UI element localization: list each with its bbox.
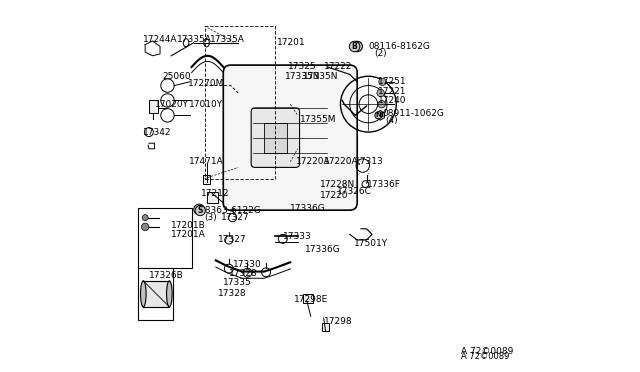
Text: 17330: 17330 (232, 260, 261, 269)
Text: 25060: 25060 (162, 72, 191, 81)
Text: N: N (378, 112, 383, 118)
Text: 17335A: 17335A (177, 35, 212, 44)
Text: 17501Y: 17501Y (353, 239, 388, 248)
Ellipse shape (141, 281, 146, 307)
Text: 17240: 17240 (378, 96, 406, 105)
Text: 17220: 17220 (320, 191, 349, 200)
Text: 17336G: 17336G (305, 245, 341, 254)
Bar (138, 208, 191, 268)
Text: 17201A: 17201A (172, 230, 206, 239)
Circle shape (379, 78, 386, 86)
Text: (3): (3) (205, 213, 218, 222)
Text: S: S (198, 206, 203, 215)
Text: 17327: 17327 (221, 213, 250, 222)
Text: 17201B: 17201B (172, 221, 206, 230)
Text: 17221: 17221 (378, 87, 406, 96)
Text: 17220A: 17220A (296, 157, 330, 166)
Text: 17270M: 17270M (188, 79, 224, 88)
Bar (207, 192, 218, 203)
Text: 17251: 17251 (378, 77, 406, 86)
Text: 17471A: 17471A (189, 157, 224, 166)
Text: 17333: 17333 (283, 232, 312, 241)
Text: 08911-1062G: 08911-1062G (383, 109, 444, 118)
Ellipse shape (166, 281, 172, 307)
Text: (4): (4) (385, 116, 397, 125)
Text: 17220A: 17220A (324, 157, 358, 166)
Text: 17201: 17201 (277, 38, 306, 47)
Text: 17020Y: 17020Y (154, 100, 188, 109)
Text: 17335N: 17335N (285, 72, 320, 81)
Circle shape (352, 41, 362, 52)
Text: 17327: 17327 (218, 235, 246, 244)
Text: N: N (376, 112, 381, 118)
Bar (138, 268, 173, 320)
Text: 17336F: 17336F (367, 180, 401, 189)
Circle shape (142, 215, 148, 221)
Text: 17326C: 17326C (337, 187, 372, 196)
FancyBboxPatch shape (251, 108, 300, 167)
Text: 17222: 17222 (324, 62, 352, 71)
Text: 17244A: 17244A (143, 35, 178, 44)
Text: 17298E: 17298E (294, 295, 328, 304)
Text: 17313: 17313 (355, 157, 384, 166)
Text: (2): (2) (374, 49, 387, 58)
Circle shape (141, 223, 149, 231)
Text: 08363-6122G: 08363-6122G (199, 206, 261, 215)
Bar (322, 323, 330, 331)
Text: S: S (196, 205, 202, 214)
Bar (149, 100, 158, 113)
Text: A 72©0089: A 72©0089 (461, 352, 509, 361)
Text: 17326B: 17326B (149, 271, 184, 280)
Text: B: B (352, 42, 358, 51)
Text: 17342: 17342 (143, 128, 172, 137)
Text: 17298: 17298 (324, 317, 353, 326)
Circle shape (378, 100, 385, 108)
Bar (203, 175, 211, 184)
Circle shape (377, 89, 385, 97)
Text: 17328: 17328 (218, 289, 246, 298)
Text: 17335N: 17335N (303, 72, 339, 81)
Text: 17336G: 17336G (291, 204, 326, 213)
Bar (303, 294, 312, 303)
Text: 17335A: 17335A (211, 35, 245, 44)
Text: 17355M: 17355M (300, 115, 336, 124)
Text: 17325: 17325 (289, 62, 317, 71)
Text: 17335: 17335 (223, 278, 252, 287)
Text: 17328: 17328 (229, 269, 257, 278)
Bar (264, 123, 287, 153)
Text: A 72©0089: A 72©0089 (461, 347, 514, 356)
Text: 17228N: 17228N (320, 180, 355, 189)
Text: 17010Y: 17010Y (189, 100, 223, 109)
Text: 08116-8162G: 08116-8162G (369, 42, 430, 51)
FancyBboxPatch shape (223, 65, 357, 210)
Text: 17212: 17212 (201, 189, 230, 198)
Text: B: B (353, 42, 359, 51)
